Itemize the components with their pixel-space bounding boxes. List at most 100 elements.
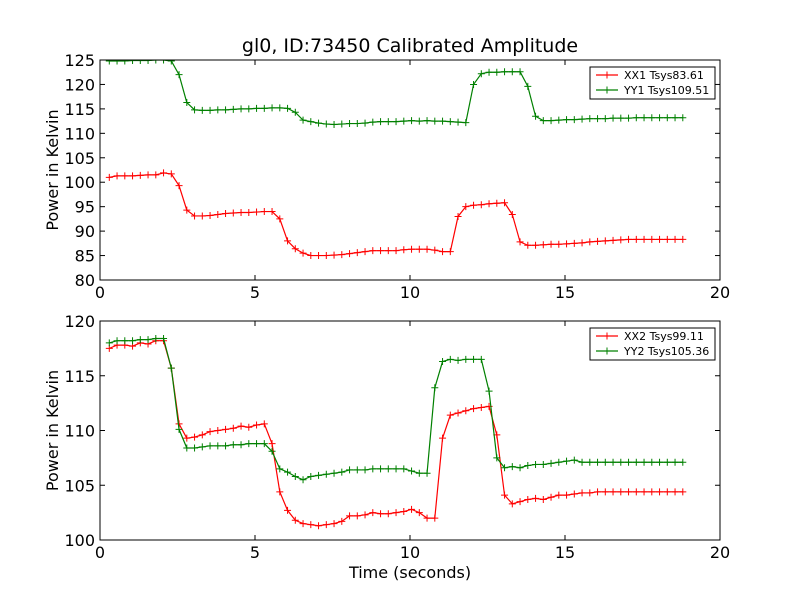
top-chart-series-1-point xyxy=(121,172,129,180)
bottom-chart-series-2-point xyxy=(671,458,679,466)
top-chart-series-1-point xyxy=(539,241,547,249)
bottom-chart-series-2-point xyxy=(485,387,493,395)
bottom-chart-series-1-point xyxy=(183,434,191,442)
top-chart-series-2-point xyxy=(198,106,206,114)
bottom-chart-series-1-point xyxy=(516,498,524,506)
top-chart-series-2-point xyxy=(547,117,555,125)
bottom-chart-series-1-point xyxy=(594,488,602,496)
top-chart-series-1-point xyxy=(330,251,338,259)
top-chart-series-2-point xyxy=(400,117,408,125)
top-chart-series-1-point xyxy=(144,171,152,179)
bottom-chart-series-1-point xyxy=(508,500,516,508)
top-chart-series-1-point xyxy=(346,250,354,258)
top-chart-series-1-point xyxy=(191,212,199,220)
top-chart-series-1-point xyxy=(245,209,253,217)
top-chart-series-2-point xyxy=(121,60,129,65)
bottom-chart-series-2-point xyxy=(555,458,563,466)
bottom-chart-series-1-point xyxy=(415,509,423,517)
top-chart-series-1-point xyxy=(299,249,307,257)
bottom-chart-series-1-point xyxy=(578,489,586,497)
top-chart-series-1-point xyxy=(276,215,284,223)
top-chart-series-2-point xyxy=(462,119,470,127)
top-chart-series-1-point xyxy=(601,237,609,245)
bottom-chart-series-2-point xyxy=(191,444,199,452)
top-chart-series-1-point xyxy=(229,209,237,217)
bottom-chart-series-2-point xyxy=(625,458,633,466)
bottom-chart-series-2-point xyxy=(431,384,439,392)
top-chart-series-2-point xyxy=(539,117,547,125)
bottom-chart-series-2-point xyxy=(462,355,470,363)
bottom-chart-series-2-point xyxy=(330,469,338,477)
top-chart-series-2-point xyxy=(555,116,563,124)
top-chart-ytick-label: 95 xyxy=(75,198,95,217)
top-chart-series-2-point xyxy=(346,120,354,128)
bottom-chart-series-1-point xyxy=(462,407,470,415)
top-chart-series-1-point xyxy=(129,172,137,180)
top-chart-series-1-point xyxy=(384,247,392,255)
top-chart-series-2-point xyxy=(392,118,400,126)
top-chart-series-1-point xyxy=(656,235,664,243)
top-chart-series-1-point xyxy=(462,203,470,211)
top-chart-series-1-point xyxy=(183,206,191,214)
top-chart-series-2-point xyxy=(291,108,299,116)
bottom-chart-series-1-point xyxy=(268,440,276,448)
bottom-chart-series-1-point xyxy=(338,517,346,525)
bottom-chart-series-1-point xyxy=(555,491,563,499)
top-chart-series-1-point xyxy=(105,173,113,181)
bottom-chart-series-1-point xyxy=(470,405,478,413)
bottom-chart-series-1-point xyxy=(439,434,447,442)
top-chart-series-2-point xyxy=(322,120,330,128)
top-chart-series-1-point xyxy=(152,171,160,179)
bottom-chart-series-2-point xyxy=(493,454,501,462)
bottom-chart-series-2-point xyxy=(384,465,392,473)
bottom-chart-series-1-point xyxy=(570,490,578,498)
bottom-chart-series-1-point xyxy=(547,493,555,501)
top-chart-series-1-point xyxy=(532,241,540,249)
top-chart-series-1-point xyxy=(679,235,687,243)
top-chart-series-2-point xyxy=(493,68,501,76)
bottom-chart-series-2-point xyxy=(377,465,385,473)
bottom-chart-series-1-point xyxy=(501,491,509,499)
top-chart-series-1-point xyxy=(663,235,671,243)
top-chart-series-1-point xyxy=(377,247,385,255)
bottom-chart-series-1-point xyxy=(400,508,408,516)
top-chart-series-1-point xyxy=(594,237,602,245)
top-chart-series-2-point xyxy=(105,60,113,65)
top-chart-series-2-point xyxy=(214,106,222,114)
bottom-chart-series-1-point xyxy=(253,421,261,429)
bottom-chart-ytick-label: 105 xyxy=(64,476,95,495)
bottom-chart-series-2-point xyxy=(601,458,609,466)
bottom-chart-series-2 xyxy=(105,335,687,484)
top-chart-series-2-point xyxy=(369,118,377,126)
bottom-chart-series-1-point xyxy=(625,488,633,496)
top-chart-legend: XX1 Tsys83.61 YY1 Tsys109.51 xyxy=(589,66,716,100)
bottom-chart-series-1-point xyxy=(245,423,253,431)
top-chart-xtick-label: 15 xyxy=(555,283,575,302)
top-chart-series-1-point xyxy=(454,212,462,220)
bottom-chart-ylabel: Power in Kelvin xyxy=(43,370,62,491)
top-chart-series-1-point xyxy=(307,252,315,260)
top-chart-title: gl0, ID:73450 Calibrated Amplitude xyxy=(242,35,578,57)
top-chart-series-1-point xyxy=(260,208,268,216)
top-chart-series-2-point xyxy=(640,114,648,122)
bottom-chart-series-1-point xyxy=(276,488,284,496)
top-chart-series-2-point xyxy=(508,68,516,76)
top-chart-ylabel: Power in Kelvin xyxy=(43,109,62,230)
bottom-chart-series-1-point xyxy=(291,516,299,524)
top-chart-series-1-point xyxy=(477,201,485,209)
top-chart-series-2-point xyxy=(656,114,664,122)
bottom-chart-series-2-point xyxy=(276,465,284,473)
bottom-chart-legend-box xyxy=(589,327,716,361)
top-chart-series-1-point xyxy=(431,246,439,254)
top-chart-series-1-point xyxy=(446,248,454,256)
bottom-chart-series-1-point xyxy=(601,488,609,496)
top-chart-series-2-point xyxy=(353,120,361,128)
bottom-chart-series-2-point xyxy=(570,456,578,464)
bottom-chart-series-2-point xyxy=(439,358,447,366)
bottom-chart-series-2-point xyxy=(121,337,129,345)
top-chart-series-1-point xyxy=(671,235,679,243)
bottom-chart-series-2-point xyxy=(291,472,299,480)
top-chart-series-1-point xyxy=(423,245,431,253)
bottom-chart-ytick-label: 110 xyxy=(64,422,95,441)
top-chart-series-2-point xyxy=(384,118,392,126)
